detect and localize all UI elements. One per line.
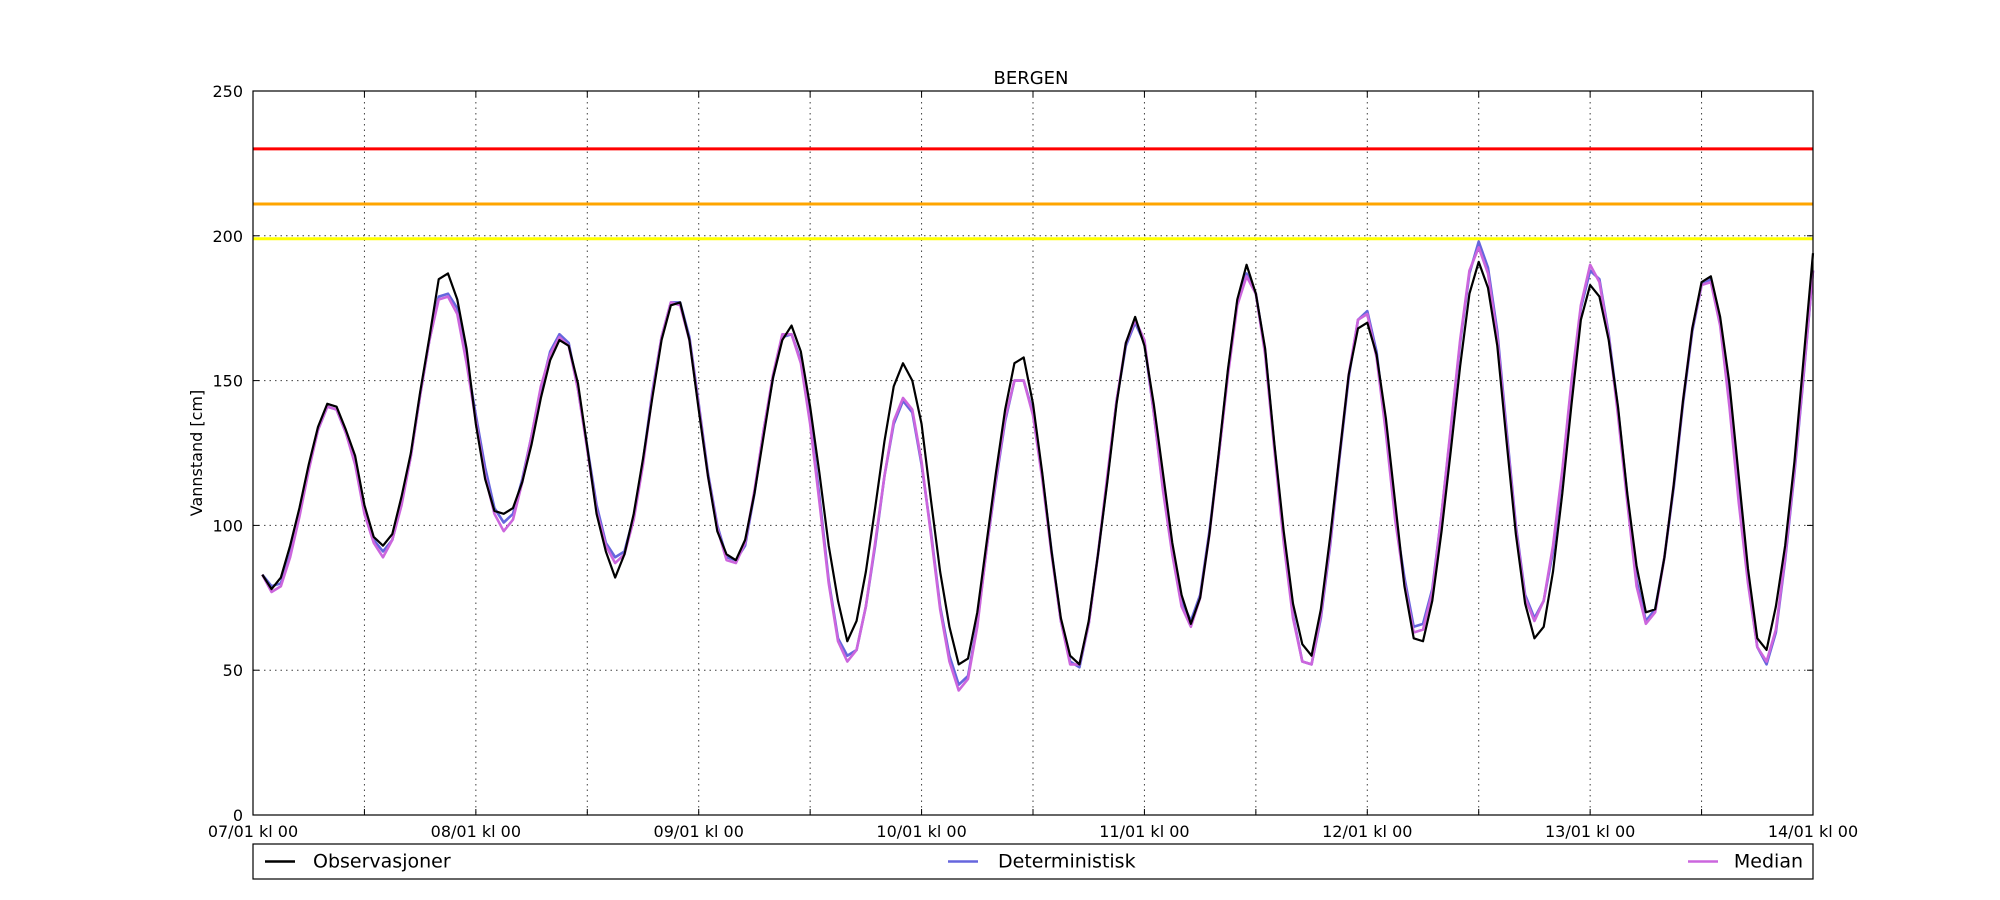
legend-box [252, 843, 1814, 880]
y-tick-label: 50 [223, 661, 243, 680]
x-tick-label: 10/01 kl 00 [876, 822, 966, 841]
series-line-observasjoner [261, 253, 1815, 666]
y-tick-label: 200 [212, 227, 243, 246]
axis-ticks: 0 50 100 150 200 250 07/01 kl 00 08/01 kl 00 09/… [208, 82, 1858, 841]
y-tick-label: 100 [212, 516, 243, 535]
y-tick-label: 150 [212, 372, 243, 391]
x-tick-label: 12/01 kl 00 [1322, 822, 1412, 841]
legend-label: Deterministisk [998, 851, 1136, 873]
legend: Observasjoner Deterministisk Median [252, 843, 1814, 880]
x-tick-label: 09/01 kl 00 [654, 822, 744, 841]
y-axis-label: Vannstand [cm] [187, 390, 206, 516]
x-tick-label: 13/01 kl 00 [1545, 822, 1635, 841]
x-tick-label: 11/01 kl 00 [1099, 822, 1189, 841]
chart-title: BERGEN [993, 68, 1068, 89]
x-tick-label: 08/01 kl 00 [431, 822, 521, 841]
data-series [261, 240, 1815, 692]
x-tick-label: 07/01 kl 00 [208, 822, 298, 841]
threshold-lines [253, 147, 1813, 241]
legend-label: Median [1734, 851, 1803, 873]
legend-label: Observasjoner [313, 851, 451, 873]
y-tick-label: 0 [233, 806, 243, 825]
x-tick-label: 14/01 kl 00 [1768, 822, 1858, 841]
grid-lines [253, 91, 1813, 815]
y-tick-label: 250 [212, 82, 243, 101]
